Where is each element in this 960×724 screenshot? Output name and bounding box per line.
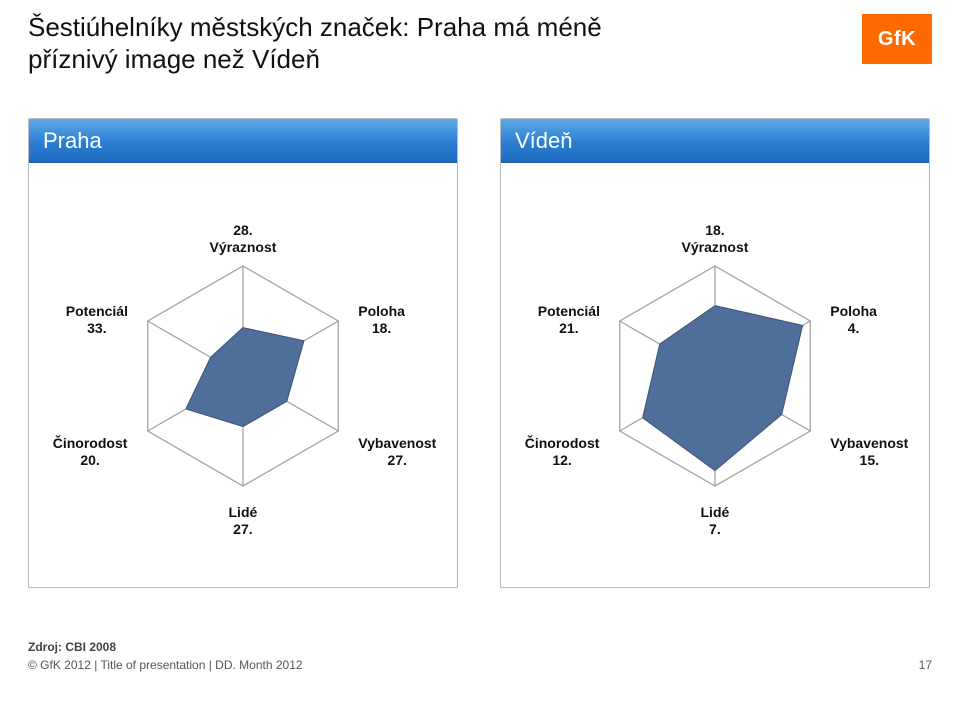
axis-label-cinorodost: Činorodost12. [525, 435, 600, 469]
axis-label-line2: 15. [860, 452, 879, 468]
panel-header-praha: Praha [29, 119, 457, 163]
axis-label-potencial: Potenciál21. [538, 303, 600, 337]
axis-label-vybavenost: Vybavenost15. [830, 435, 908, 469]
axis-label-line1: 28. [233, 222, 252, 238]
axis-label-lide: Lidé27. [229, 504, 258, 538]
chart-praha: 28.VýraznostPoloha18.Vybavenost27.Lidé27… [29, 163, 457, 589]
page-number: 17 [919, 658, 932, 672]
axis-label-line2: 27. [233, 521, 252, 537]
axis-label-line1: Poloha [830, 303, 877, 319]
axis-label-vybavenost: Vybavenost27. [358, 435, 436, 469]
panel-title-praha: Praha [43, 128, 102, 154]
axis-label-line1: Lidé [701, 504, 730, 520]
axis-label-line1: Vybavenost [830, 435, 908, 451]
axis-label-line1: Lidé [229, 504, 258, 520]
axis-label-vyraznost: 18.Výraznost [682, 222, 749, 256]
axis-label-line1: 18. [705, 222, 724, 238]
axis-label-line2: 21. [559, 320, 578, 336]
gfk-logo: GfK [862, 14, 932, 64]
page-title: Šestiúhelníky městských značek: Praha má… [28, 12, 668, 75]
axis-label-line2: Výraznost [210, 239, 277, 255]
axis-label-line2: 12. [552, 452, 571, 468]
axis-label-poloha: Poloha4. [830, 303, 877, 337]
axis-label-line2: 33. [87, 320, 106, 336]
logo-text: GfK [878, 28, 916, 51]
axis-label-line1: Činorodost [53, 435, 128, 451]
panel-viden: Vídeň 18.Výraznost Poloha4. Vybavenost15. L… [500, 118, 930, 588]
axis-label-vyraznost: 28.Výraznost [210, 222, 277, 256]
axis-label-line2: 7. [709, 521, 721, 537]
panel-title-viden: Vídeň [515, 128, 573, 154]
source-text: Zdroj: CBI 2008 [28, 640, 116, 654]
footer-text: © GfK 2012 | Title of presentation | DD.… [28, 658, 303, 672]
axis-label-line1: Činorodost [525, 435, 600, 451]
axis-label-line1: Poloha [358, 303, 405, 319]
axis-label-line2: 18. [372, 320, 391, 336]
axis-label-line1: Vybavenost [358, 435, 436, 451]
axis-label-line2: 27. [388, 452, 407, 468]
axis-label-line1: Potenciál [66, 303, 128, 319]
axis-label-potencial: Potenciál33. [66, 303, 128, 337]
axis-label-cinorodost: Činorodost20. [53, 435, 128, 469]
axis-label-line1: Potenciál [538, 303, 600, 319]
axis-label-lide: Lidé7. [701, 504, 730, 538]
axis-label-line2: Výraznost [682, 239, 749, 255]
axis-label-poloha: Poloha18. [358, 303, 405, 337]
panel-praha: Praha 28.VýraznostPoloha18.Vybavenost27.… [28, 118, 458, 588]
chart-viden: 18.Výraznost Poloha4. Vybavenost15. Lidé7. Č… [501, 163, 929, 589]
title-line2: příznivý image než Vídeň [28, 44, 320, 74]
panel-header-viden: Vídeň [501, 119, 929, 163]
axis-label-line2: 20. [80, 452, 99, 468]
title-line1: Šestiúhelníky městských značek: Praha má… [28, 12, 602, 42]
axis-label-line2: 4. [848, 320, 860, 336]
